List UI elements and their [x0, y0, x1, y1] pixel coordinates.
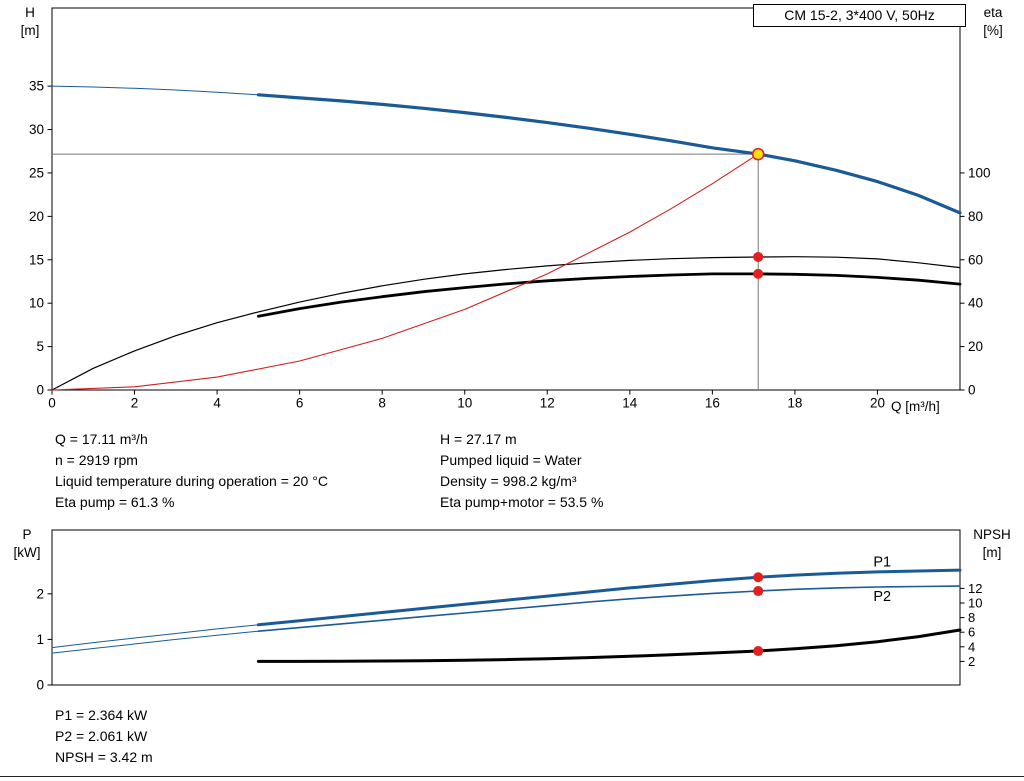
h-axis-tick-label: 5: [36, 339, 44, 354]
footer-divider: [0, 776, 1024, 777]
info-density: Density = 998.2 kg/m³: [440, 473, 577, 489]
q-axis-tick-label: 12: [540, 396, 555, 411]
pump-model-label: CM 15-2, 3*400 V, 50Hz: [753, 4, 966, 27]
bottom-chart-frame: [51, 529, 961, 686]
info-eta-pump-motor: Eta pump+motor = 53.5 %: [440, 494, 604, 510]
info-eta-pump: Eta pump = 61.3 %: [55, 494, 175, 510]
duty-marker-dot: [753, 572, 764, 583]
q-axis-tick-label: 18: [787, 396, 802, 411]
q-axis-tick-label: 14: [622, 396, 638, 411]
eta-axis-title-line2: [%]: [983, 23, 1003, 38]
h-axis-tick-label: 10: [29, 296, 44, 311]
top-chart-frame: [51, 7, 961, 391]
series-eta-pump-curve: [51, 256, 961, 391]
duty-marker-dot: [753, 646, 764, 657]
q-axis-title: Q [m³/h]: [891, 399, 940, 414]
p-axis-title: P [kW]: [6, 526, 48, 562]
npsh-axis-title-line1: NPSH: [973, 527, 1011, 542]
q-axis-tick-label: 4: [213, 396, 221, 411]
p-axis-tick-label: 0: [36, 678, 44, 693]
p-axis-tick-label: 2: [36, 586, 44, 601]
info-speed: n = 2919 rpm: [55, 452, 138, 468]
info-flow: Q = 17.11 m³/h: [55, 431, 148, 447]
curve-label-p2: P2: [873, 589, 891, 605]
p-axis-title-line2: [kW]: [13, 545, 41, 560]
duty-marker-dot: [753, 251, 764, 262]
q-axis-tick-label: 20: [870, 396, 885, 411]
h-axis-tick-label: 35: [29, 79, 44, 94]
h-axis-tick-label: 25: [29, 165, 44, 180]
curve-label-p1: P1: [873, 554, 891, 570]
npsh-axis-tick-label: 2: [968, 654, 975, 669]
duty-marker-dot: [753, 586, 764, 597]
h-axis-tick-label: 15: [29, 252, 44, 267]
h-axis-tick-label: 20: [29, 209, 44, 224]
npsh-axis-tick-label: 4: [968, 639, 975, 654]
h-axis-tick-label: 30: [29, 122, 44, 137]
eta-axis-tick-label: 80: [968, 209, 983, 224]
series-p1-curve-extrapolated: [51, 624, 259, 649]
duty-info-left: Q = 17.11 m³/h n = 2919 rpm Liquid tempe…: [55, 429, 328, 513]
series-head-curve: [256, 93, 962, 215]
eta-axis-title: eta [%]: [972, 4, 1014, 40]
h-axis-title: H [m]: [12, 4, 48, 40]
npsh-axis-title-line2: [m]: [982, 545, 1002, 560]
p-axis-tick-label: 1: [36, 632, 44, 647]
h-axis-title-line1: H: [25, 5, 35, 20]
q-axis-tick-label: 8: [378, 396, 386, 411]
series-npsh-curve: [256, 628, 962, 663]
eta-axis-tick-label: 60: [968, 252, 983, 267]
q-axis-tick-label: 0: [48, 396, 56, 411]
info-p1: P1 = 2.364 kW: [55, 707, 148, 723]
duty-info-right: H = 27.17 m Pumped liquid = Water Densit…: [440, 429, 603, 513]
eta-axis-tick-label: 40: [968, 296, 983, 311]
power-info: P1 = 2.364 kW P2 = 2.061 kW NPSH = 3.42 …: [55, 705, 153, 768]
series-eta-pump-motor-curve: [257, 272, 962, 318]
duty-guide-lines: [52, 153, 759, 390]
npsh-axis-title: NPSH [m]: [966, 526, 1018, 562]
series-p2-curve: [257, 585, 961, 632]
npsh-axis-tick-label: 6: [968, 625, 975, 640]
npsh-axis-tick-label: 8: [968, 610, 975, 625]
series-system-curve: [51, 153, 759, 391]
duty-point-marker: [751, 147, 765, 161]
q-axis-tick-label: 10: [457, 396, 472, 411]
eta-axis-title-line1: eta: [983, 5, 1003, 20]
q-axis-tick-label: 6: [296, 396, 304, 411]
series-p1-curve: [256, 568, 962, 627]
eta-axis-tick-label: 100: [968, 165, 991, 180]
series-p2-curve-extrapolated: [51, 630, 259, 654]
info-p2: P2 = 2.061 kW: [55, 728, 148, 744]
eta-axis-tick-label: 20: [968, 339, 983, 354]
npsh-axis-tick-label: 12: [968, 581, 982, 596]
duty-marker-dot: [753, 268, 764, 279]
info-pumped-liquid: Pumped liquid = Water: [440, 452, 582, 468]
info-npsh: NPSH = 3.42 m: [55, 749, 153, 765]
npsh-axis-tick-label: 10: [968, 596, 982, 611]
h-axis-title-line2: [m]: [20, 23, 40, 38]
info-liquid-temperature: Liquid temperature during operation = 20…: [55, 473, 328, 489]
h-axis-tick-label: 0: [36, 383, 44, 398]
p-axis-title-line1: P: [22, 527, 32, 542]
q-axis-tick-label: 2: [131, 396, 139, 411]
eta-axis-tick-label: 0: [968, 383, 976, 398]
q-axis-tick-label: 16: [705, 396, 720, 411]
series-head-curve-extrapolated: [51, 85, 259, 96]
info-head: H = 27.17 m: [440, 431, 517, 447]
